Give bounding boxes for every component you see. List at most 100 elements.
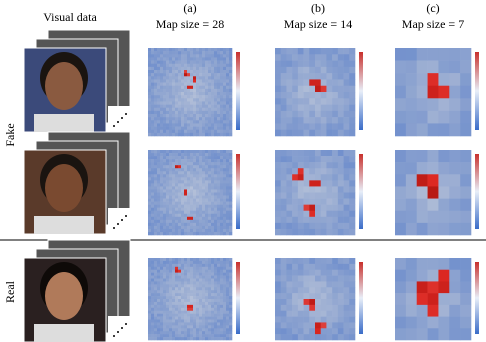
map-cell: [190, 213, 194, 218]
map-cell: [202, 284, 206, 288]
map-cell: [309, 334, 316, 341]
map-cell: [187, 120, 191, 124]
map-cell: [148, 325, 152, 329]
map-cell: [199, 272, 203, 276]
map-cell: [163, 82, 167, 87]
map-cell: [211, 132, 215, 137]
map-cell: [292, 258, 299, 265]
map-cell: [211, 225, 215, 230]
map-cell: [303, 258, 310, 265]
map-cell: [181, 168, 185, 172]
map-cell: [157, 284, 161, 288]
map-cell: [199, 183, 203, 187]
map-cell: [416, 281, 428, 294]
map-cell: [395, 316, 407, 329]
map-cell: [190, 316, 194, 320]
map-cell: [226, 266, 230, 271]
map-cell: [160, 307, 164, 312]
map-cell: [190, 123, 194, 127]
map-cell: [332, 310, 339, 317]
map-cell: [160, 210, 164, 215]
row-label: Fake: [3, 123, 17, 146]
map-cell: [211, 79, 215, 83]
map-cell: [190, 304, 194, 309]
map-cell: [190, 278, 194, 282]
map-cell: [343, 293, 350, 300]
map-cell: [172, 296, 176, 300]
map-cell: [160, 63, 164, 68]
map-cell: [220, 258, 224, 262]
map-cell: [229, 290, 233, 294]
map-cell: [175, 189, 179, 193]
map-cell: [226, 171, 230, 175]
map-cell: [292, 293, 299, 300]
map-cell: [166, 222, 170, 227]
map-cell: [229, 258, 233, 262]
map-cell: [169, 334, 173, 338]
map-cell: [337, 110, 344, 118]
map-cell: [181, 57, 185, 61]
map-cell: [154, 216, 158, 221]
photo-body: [34, 216, 94, 234]
map-cell: [157, 301, 161, 306]
map-cell: [205, 192, 209, 196]
map-cell: [169, 180, 173, 184]
map-cell: [154, 165, 158, 169]
map-cell: [217, 123, 221, 127]
map-cell: [151, 156, 155, 160]
map-cell: [223, 60, 227, 65]
map-cell: [190, 287, 194, 291]
map-cell: [187, 165, 191, 169]
map-cell: [190, 79, 194, 83]
map-cell: [169, 263, 173, 268]
map-cell: [175, 73, 179, 77]
colorbar: [475, 154, 479, 229]
map-cell: [205, 272, 209, 276]
map-cell: [199, 269, 203, 273]
map-cell: [151, 123, 155, 127]
map-cell: [343, 150, 350, 157]
map-cell: [416, 328, 428, 341]
map-cell: [202, 213, 206, 218]
map-cell: [332, 281, 339, 288]
map-cell: [160, 73, 164, 77]
map-cell: [151, 110, 155, 115]
map-cell: [349, 54, 356, 61]
map-cell: [175, 269, 179, 273]
map-cell: [332, 60, 339, 68]
map-cell: [163, 186, 167, 190]
map-cell: [151, 201, 155, 205]
map-cell: [220, 192, 224, 196]
map-cell: [193, 325, 197, 329]
map-cell: [226, 195, 230, 199]
map-cell: [326, 328, 333, 335]
map-cell: [160, 281, 164, 285]
map-cell: [280, 192, 287, 199]
map-cell: [337, 192, 344, 199]
map-cell: [349, 73, 356, 80]
map-cell: [199, 156, 203, 160]
map-cell: [326, 79, 333, 87]
map-cell: [211, 95, 215, 99]
map-cell: [320, 180, 327, 187]
map-cell: [157, 153, 161, 157]
map-cell: [229, 269, 233, 273]
map-cell: [184, 107, 188, 112]
map-cell: [229, 48, 233, 52]
map-cell: [226, 290, 230, 294]
map-cell: [184, 198, 188, 202]
map-cell: [229, 159, 233, 163]
map-cell: [214, 101, 218, 105]
map-cell: [157, 60, 161, 65]
map-cell: [208, 322, 212, 326]
map-cell: [226, 296, 230, 300]
map-cell: [199, 319, 203, 323]
map-cell: [208, 319, 212, 323]
map-cell: [172, 266, 176, 271]
map-cell: [226, 107, 230, 112]
map-cell: [205, 180, 209, 184]
map-cell: [154, 117, 158, 121]
map-cell: [220, 168, 224, 172]
map-cell: [187, 76, 191, 80]
map-cell: [190, 82, 194, 87]
